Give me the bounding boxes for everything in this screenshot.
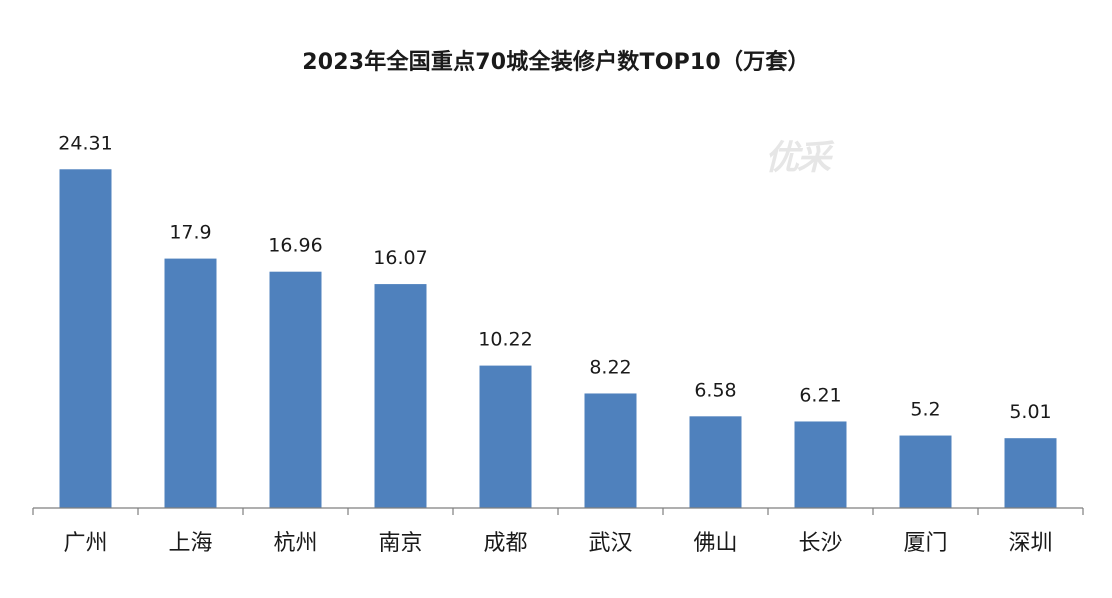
x-tick-label-6: 武汉 <box>588 531 632 556</box>
x-tick-label-8: 长沙 <box>798 531 842 556</box>
data-label-10: 5.01 <box>1009 401 1051 423</box>
data-label-3: 16.96 <box>268 235 322 257</box>
data-labels-layer: 24.31 17.9 16.96 16.07 10.22 8.22 6.58 6.21 5.2 5… <box>58 132 1051 423</box>
x-tick-label-1: 广州 <box>63 531 107 556</box>
bars-layer <box>59 169 1057 508</box>
bar-4 <box>374 284 427 508</box>
bar-5 <box>479 365 532 508</box>
x-tick-label-10: 深圳 <box>1008 531 1052 556</box>
bar-6 <box>584 393 637 508</box>
x-tick-label-9: 厦门 <box>903 531 947 556</box>
bar-3 <box>269 271 322 508</box>
chart-title: 2023年全国重点70城全装修户数TOP10（万套） <box>302 50 810 75</box>
x-tick-label-2: 上海 <box>168 531 212 556</box>
data-label-1: 24.31 <box>58 132 112 154</box>
data-label-8: 6.21 <box>799 384 841 406</box>
data-label-6: 8.22 <box>589 356 631 378</box>
data-label-5: 10.22 <box>478 329 532 351</box>
x-tick-label-3: 杭州 <box>273 531 317 556</box>
x-tick-label-5: 成都 <box>483 531 527 556</box>
bar-10 <box>1004 438 1057 508</box>
bar-1 <box>59 169 112 508</box>
bar-7 <box>689 416 742 508</box>
watermark-logo: 优采 <box>765 138 831 178</box>
x-tick-label-7: 佛山 <box>693 531 737 556</box>
bar-9 <box>899 435 952 508</box>
data-label-2: 17.9 <box>169 222 211 244</box>
x-tick-label-4: 南京 <box>378 531 422 556</box>
data-label-9: 5.2 <box>910 399 940 421</box>
bar-2 <box>164 258 217 508</box>
x-axis <box>32 507 1084 515</box>
x-tick-labels: 广州 上海 杭州 南京 成都 武汉 佛山 长沙 厦门 深圳 <box>63 531 1052 556</box>
data-label-7: 6.58 <box>694 379 736 401</box>
bar-8 <box>794 421 847 508</box>
data-label-4: 16.07 <box>373 247 427 269</box>
